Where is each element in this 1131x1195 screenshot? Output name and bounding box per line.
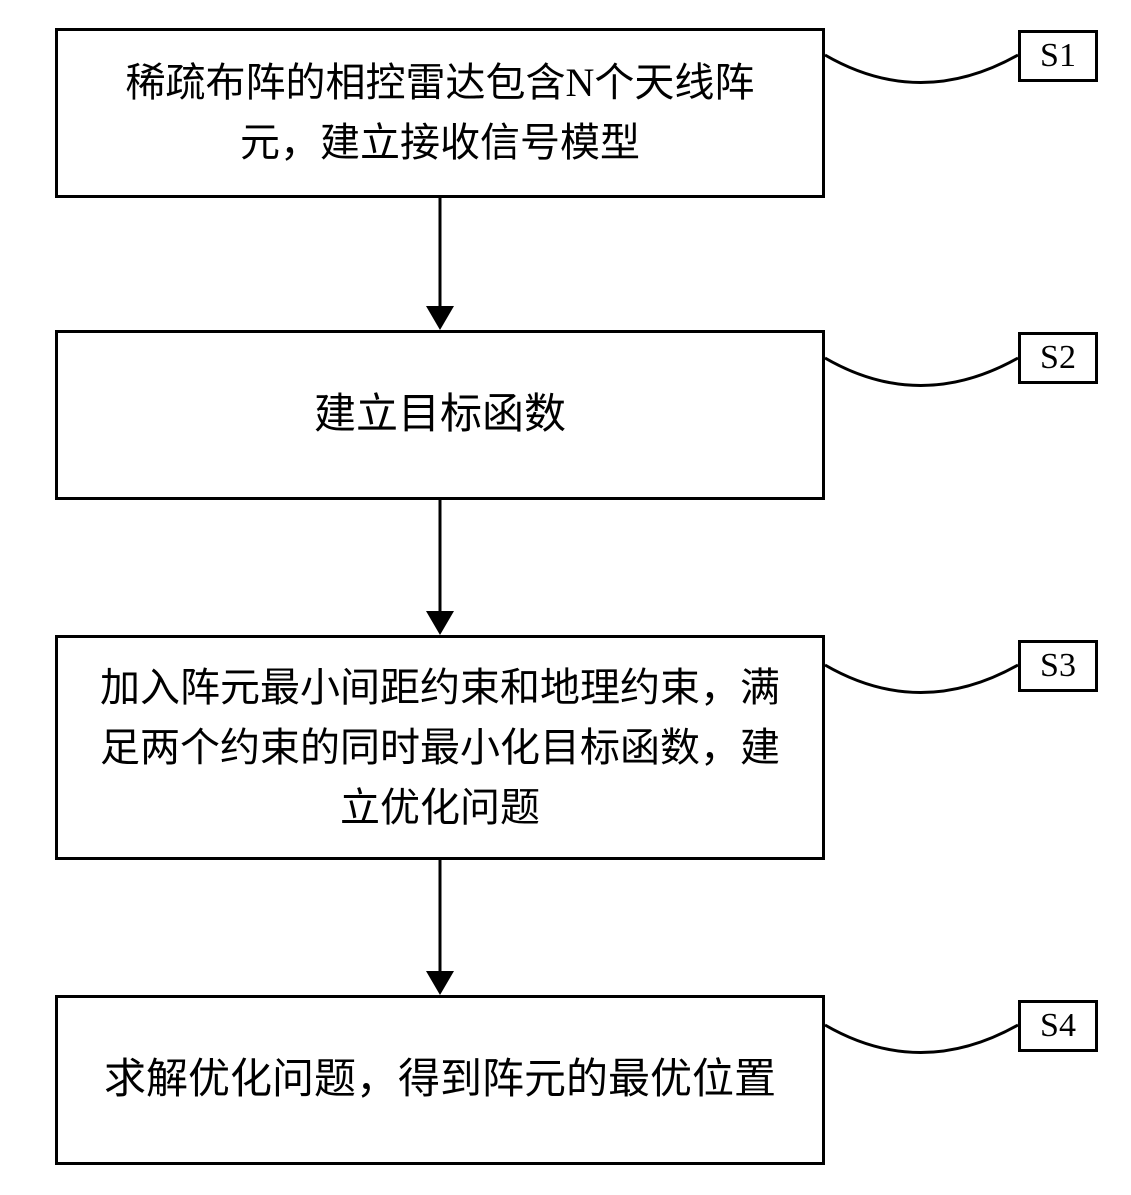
callout-line-s4 [0,0,1131,1195]
step-label-text-s4: S4 [1040,1007,1076,1045]
step-label-box-s4: S4 [1018,1000,1098,1052]
flowchart-container: 稀疏布阵的相控雷达包含N个天线阵 元，建立接收信号模型 S1 建立目标函数 S2… [0,0,1131,1195]
